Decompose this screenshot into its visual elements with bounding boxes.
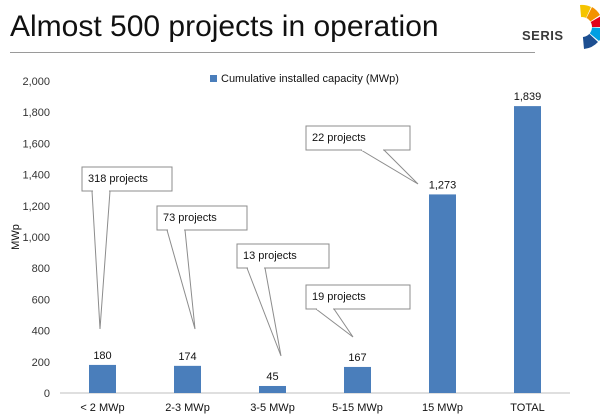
category-label: < 2 MWp [80,402,124,414]
callout-pointer [359,149,419,185]
callout-box [156,205,248,231]
y-tick-label: 1,200 [22,201,50,213]
y-tick-label: 200 [32,357,50,369]
callout-box [305,125,411,151]
bar [344,366,371,393]
y-tick-label: 0 [44,388,50,400]
bar [514,106,541,393]
data-label: 1,839 [514,91,542,103]
data-label: 1,273 [429,179,457,191]
callout-box [305,284,411,310]
callout-pointer [166,229,196,330]
bar [89,364,116,393]
y-tick-label: 1,400 [22,170,50,182]
y-tick-label: 600 [32,294,50,306]
logo-text: SERIS [522,28,564,43]
callout-text: 22 projects [312,132,366,144]
y-axis-title: MWp [10,224,22,250]
y-tick-label: 1,600 [22,138,50,150]
callout-text: 73 projects [163,212,217,224]
legend-swatch [210,75,217,82]
category-label: 5-15 MWp [332,402,383,414]
y-tick-label: 800 [32,263,50,275]
callout-pointer [314,308,354,338]
slide-title: Almost 500 projects in operation [10,10,439,43]
callout-pointer [246,267,282,357]
data-label: 45 [266,371,278,383]
y-tick-label: 400 [32,326,50,338]
category-label: 15 MWp [422,402,463,414]
category-label: 2-3 MWp [165,402,210,414]
data-label: 174 [178,351,196,363]
y-tick-label: 2,000 [22,76,50,88]
y-tick-label: 1,000 [22,232,50,244]
bar [429,194,456,393]
category-label: 3-5 MWp [250,402,295,414]
callout-box [236,243,330,269]
callout-text: 19 projects [312,291,366,303]
callout-pointer [91,190,111,330]
callout-box [81,166,173,192]
bar [174,365,201,393]
legend-label: Cumulative installed capacity (MWp) [221,73,399,85]
seris-logo [518,0,600,50]
title-rule [10,52,535,53]
category-label: TOTAL [510,402,544,414]
callout-text: 318 projects [88,173,148,185]
callout-text: 13 projects [243,250,297,262]
data-label: 167 [348,352,366,364]
data-label: 180 [93,350,111,362]
bar [259,385,286,393]
y-tick-label: 1,800 [22,107,50,119]
